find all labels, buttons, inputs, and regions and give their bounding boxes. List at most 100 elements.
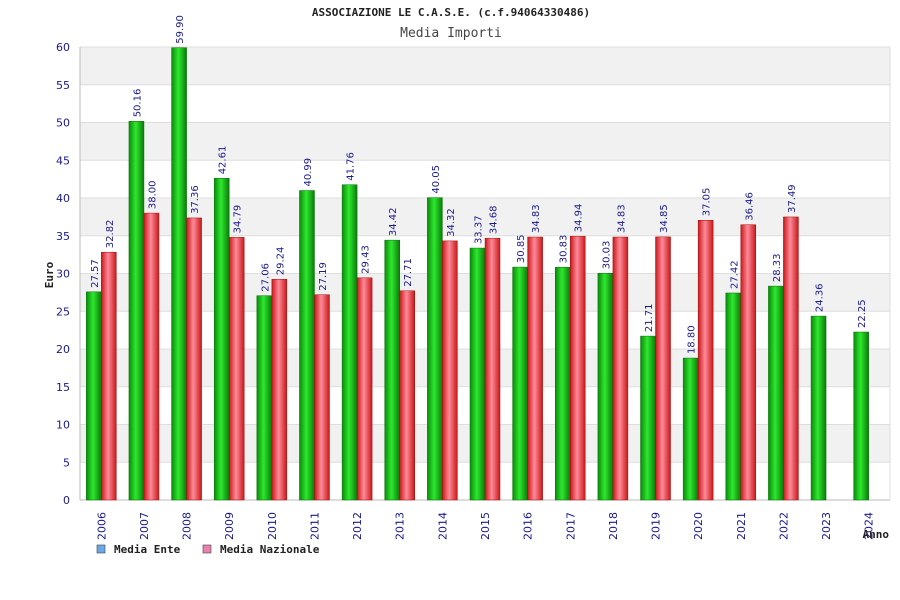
bar-media-ente [171, 47, 187, 501]
bar-media-nazionale [101, 251, 117, 501]
bar-media-ente [768, 285, 784, 501]
bar-media-nazionale [228, 237, 245, 501]
bar-media-ente [256, 295, 273, 501]
y-tick-label: 25 [56, 305, 70, 318]
bar-media-nazionale [740, 224, 757, 501]
y-tick-label: 10 [56, 419, 70, 432]
x-tick-label: 2020 [692, 512, 705, 540]
legend: Media Ente Media Nazionale [96, 543, 320, 556]
bar-media-ente [128, 121, 145, 501]
y-tick-label: 35 [56, 230, 70, 243]
data-labels: 27.57 32.82 50.16 38.00 59.90 37.36 42.61 34.79… [90, 15, 868, 354]
x-tick-label: 2014 [436, 512, 449, 540]
data-label-media-nazionale: 29.43 [361, 245, 372, 274]
data-label-media-ente: 30.83 [559, 235, 570, 264]
bar-media-nazionale [655, 236, 671, 501]
bar-media-nazionale [484, 237, 501, 501]
y-axis-label: Euro [43, 261, 56, 288]
data-label-media-ente: 40.99 [303, 158, 314, 187]
data-label-media-ente: 28.33 [772, 253, 783, 282]
legend-label-media-ente: Media Ente [114, 543, 181, 556]
data-label-media-nazionale: 34.32 [446, 208, 457, 237]
y-tick-label: 0 [63, 494, 70, 507]
chart-subtitle: Media Importi [400, 26, 502, 41]
data-label-media-ente: 27.57 [90, 259, 101, 288]
data-label-media-ente: 50.16 [132, 89, 143, 118]
bars-group [86, 47, 869, 501]
data-label-media-ente: 33.37 [474, 215, 485, 244]
y-axis-ticks: 0 5 10 15 20 25 30 35 40 45 50 55 60 [56, 41, 70, 507]
y-tick-label: 60 [56, 41, 70, 54]
chart-title: ASSOCIAZIONE LE C.A.S.E. (c.f.9406433048… [312, 6, 590, 19]
bar-media-nazionale [143, 212, 160, 501]
bar-media-ente [384, 239, 400, 501]
x-tick-label: 2017 [564, 512, 577, 540]
x-axis-ticks: 2006 2007 2008 2009 2010 2011 2012 2013 2014 2015… [95, 512, 875, 540]
x-tick-label: 2024 [863, 512, 876, 540]
data-label-media-nazionale: 34.68 [489, 206, 500, 235]
data-label-media-nazionale: 37.05 [702, 188, 713, 217]
data-label-media-ente: 59.90 [175, 15, 186, 44]
x-tick-label: 2012 [351, 512, 364, 540]
x-tick-label: 2023 [820, 512, 833, 540]
bar-media-nazionale [527, 236, 543, 501]
data-label-media-nazionale: 27.19 [318, 262, 329, 291]
bar-media-ente [725, 292, 742, 501]
data-label-media-ente: 30.85 [516, 234, 527, 263]
data-label-media-ente: 22.25 [857, 299, 868, 328]
y-tick-label: 20 [56, 343, 70, 356]
bar-media-ente [86, 291, 102, 501]
bar-media-ente [341, 184, 358, 501]
data-label-media-nazionale: 38.00 [147, 180, 158, 209]
x-axis-label: Anno [863, 528, 890, 541]
data-label-media-nazionale: 37.36 [190, 185, 201, 214]
x-tick-label: 2016 [522, 512, 535, 540]
y-tick-label: 30 [56, 268, 70, 281]
bar-media-nazionale [314, 294, 330, 501]
data-label-media-nazionale: 34.83 [616, 204, 627, 233]
bar-media-nazionale [697, 220, 714, 501]
bar-media-ente [810, 315, 827, 501]
bar-media-ente [597, 273, 614, 501]
x-tick-label: 2010 [266, 512, 279, 540]
x-tick-label: 2018 [607, 512, 620, 540]
legend-label-media-nazionale: Media Nazionale [220, 543, 320, 556]
data-label-media-ente: 34.42 [388, 207, 399, 236]
data-label-media-nazionale: 37.49 [787, 184, 798, 213]
bar-media-nazionale [570, 235, 586, 501]
y-tick-label: 15 [56, 381, 70, 394]
bar-media-ente [512, 266, 528, 501]
data-label-media-nazionale: 34.85 [659, 204, 670, 233]
data-label-media-ente: 24.36 [815, 283, 826, 312]
bar-media-ente [682, 357, 699, 501]
x-tick-label: 2022 [777, 512, 790, 540]
bar-media-ente [640, 335, 656, 501]
x-tick-label: 2015 [479, 512, 492, 540]
plot-band [80, 47, 890, 85]
bar-media-ente [853, 331, 869, 501]
x-tick-label: 2019 [650, 512, 663, 540]
x-tick-label: 2007 [138, 512, 151, 540]
data-label-media-ente: 27.06 [260, 263, 271, 292]
data-label-media-ente: 30.03 [601, 241, 612, 270]
x-tick-label: 2011 [308, 512, 321, 540]
bar-media-nazionale [442, 240, 458, 501]
plot-band [80, 160, 890, 198]
data-label-media-ente: 18.80 [687, 325, 698, 354]
data-label-media-nazionale: 34.83 [531, 204, 542, 233]
legend-swatch-media-ente [96, 544, 106, 554]
bar-media-nazionale [399, 290, 415, 501]
bar-media-ente [469, 247, 486, 501]
bar-media-ente [427, 197, 443, 501]
plot-band [80, 122, 890, 161]
bar-media-nazionale [271, 278, 288, 501]
data-label-media-ente: 27.42 [729, 260, 740, 289]
legend-swatch-media-nazionale [202, 544, 212, 554]
y-tick-label: 50 [56, 117, 70, 130]
bar-media-ente [299, 190, 315, 501]
y-tick-label: 55 [56, 79, 70, 92]
x-tick-label: 2013 [394, 512, 407, 540]
data-label-media-nazionale: 27.71 [403, 258, 414, 287]
bar-media-ente [213, 178, 230, 501]
